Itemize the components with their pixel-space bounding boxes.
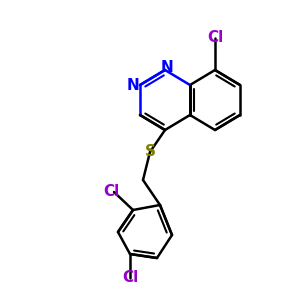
- Text: Cl: Cl: [122, 271, 138, 286]
- Text: Cl: Cl: [207, 31, 223, 46]
- Text: N: N: [127, 77, 140, 92]
- Text: Cl: Cl: [103, 184, 119, 200]
- Text: N: N: [160, 59, 173, 74]
- Text: S: S: [145, 145, 155, 160]
